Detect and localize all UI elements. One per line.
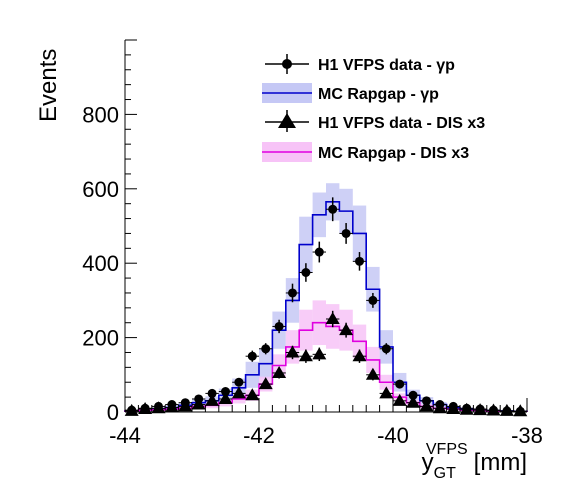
legend-marker-circle <box>282 59 292 69</box>
data-point-triangle <box>298 349 313 362</box>
y-tick-label: 800 <box>82 102 119 127</box>
data-point-triangle <box>164 400 179 413</box>
data-point-circle <box>301 268 311 277</box>
data-point-circle <box>381 344 391 354</box>
legend-label: MC Rapgap - γp <box>318 86 439 103</box>
error-bands <box>125 183 527 412</box>
data-point-triangle <box>272 365 287 378</box>
data-point-circle <box>261 344 271 354</box>
data-point-circle <box>274 321 284 331</box>
data-point-triangle <box>432 401 447 414</box>
data-point-triangle <box>151 401 166 414</box>
data-point-triangle <box>392 393 407 406</box>
data-point-triangle <box>325 312 340 324</box>
x-tick-label: -42 <box>243 423 275 448</box>
data-point-triangle <box>486 403 501 416</box>
x-tick-label: -40 <box>377 423 409 448</box>
data-point-circle <box>368 295 378 305</box>
data-point-circle <box>355 256 364 266</box>
y-tick-label: 200 <box>82 326 119 351</box>
data-point-triangle <box>285 345 300 358</box>
data-point-circle <box>395 379 405 389</box>
data-point-circle <box>207 388 217 398</box>
data-points <box>124 197 528 417</box>
y-tick-label: 0 <box>107 400 119 425</box>
data-point-circle <box>314 247 324 257</box>
y-tick-label: 600 <box>82 177 119 202</box>
x-axis-title: yGT VFPS [mm] <box>422 441 527 482</box>
axes <box>124 39 528 413</box>
x-axis-title-unit: [mm] <box>474 449 527 476</box>
data-point-triangle <box>231 386 246 399</box>
y-tick-label: 400 <box>82 251 119 276</box>
x-axis-title-sub: GT <box>434 465 456 482</box>
legend-marker-triangle <box>278 113 296 128</box>
data-point-triangle <box>365 367 380 380</box>
data-point-triangle <box>339 323 354 336</box>
y-tick-labels: 0 200 400 600 800 <box>82 102 119 425</box>
data-point-triangle <box>245 388 260 401</box>
data-point-triangle <box>258 377 273 390</box>
data-point-triangle <box>379 386 394 399</box>
x-axis-title-main: y <box>422 449 434 476</box>
data-point-circle <box>328 204 338 214</box>
x-tick-labels: -44 -42 -40 -38 <box>109 423 543 448</box>
data-point-circle <box>221 387 230 397</box>
legend: H1 VFPS data - γp MC Rapgap - γp H1 VFPS d… <box>262 54 485 162</box>
data-point-triangle <box>138 402 153 415</box>
legend-label: MC Rapgap - DIS x3 <box>318 145 469 162</box>
data-point-triangle <box>406 395 421 408</box>
data-point-triangle <box>218 391 233 404</box>
data-point-triangle <box>312 347 327 360</box>
x-tick-label: -44 <box>109 423 141 448</box>
data-point-triangle <box>191 397 206 410</box>
data-point-triangle <box>419 399 434 412</box>
legend-label: H1 VFPS data - γp <box>318 57 455 74</box>
data-point-triangle <box>499 403 514 416</box>
data-point-triangle <box>178 399 193 412</box>
data-point-triangle <box>205 393 220 406</box>
data-point-circle <box>288 288 297 298</box>
data-point-triangle <box>352 349 367 362</box>
data-point-circle <box>408 390 418 400</box>
data-point-circle <box>341 228 351 238</box>
y-axis-title: Events <box>35 49 62 122</box>
x-axis-title-sup: VFPS <box>426 441 468 458</box>
legend-label: H1 VFPS data - DIS x3 <box>318 115 485 132</box>
data-point-triangle <box>124 403 139 416</box>
data-point-triangle <box>446 402 461 415</box>
data-point-circle <box>234 377 244 387</box>
data-point-triangle <box>513 404 528 417</box>
data-point-circle <box>247 351 257 361</box>
x-tick-label: -38 <box>511 423 543 448</box>
